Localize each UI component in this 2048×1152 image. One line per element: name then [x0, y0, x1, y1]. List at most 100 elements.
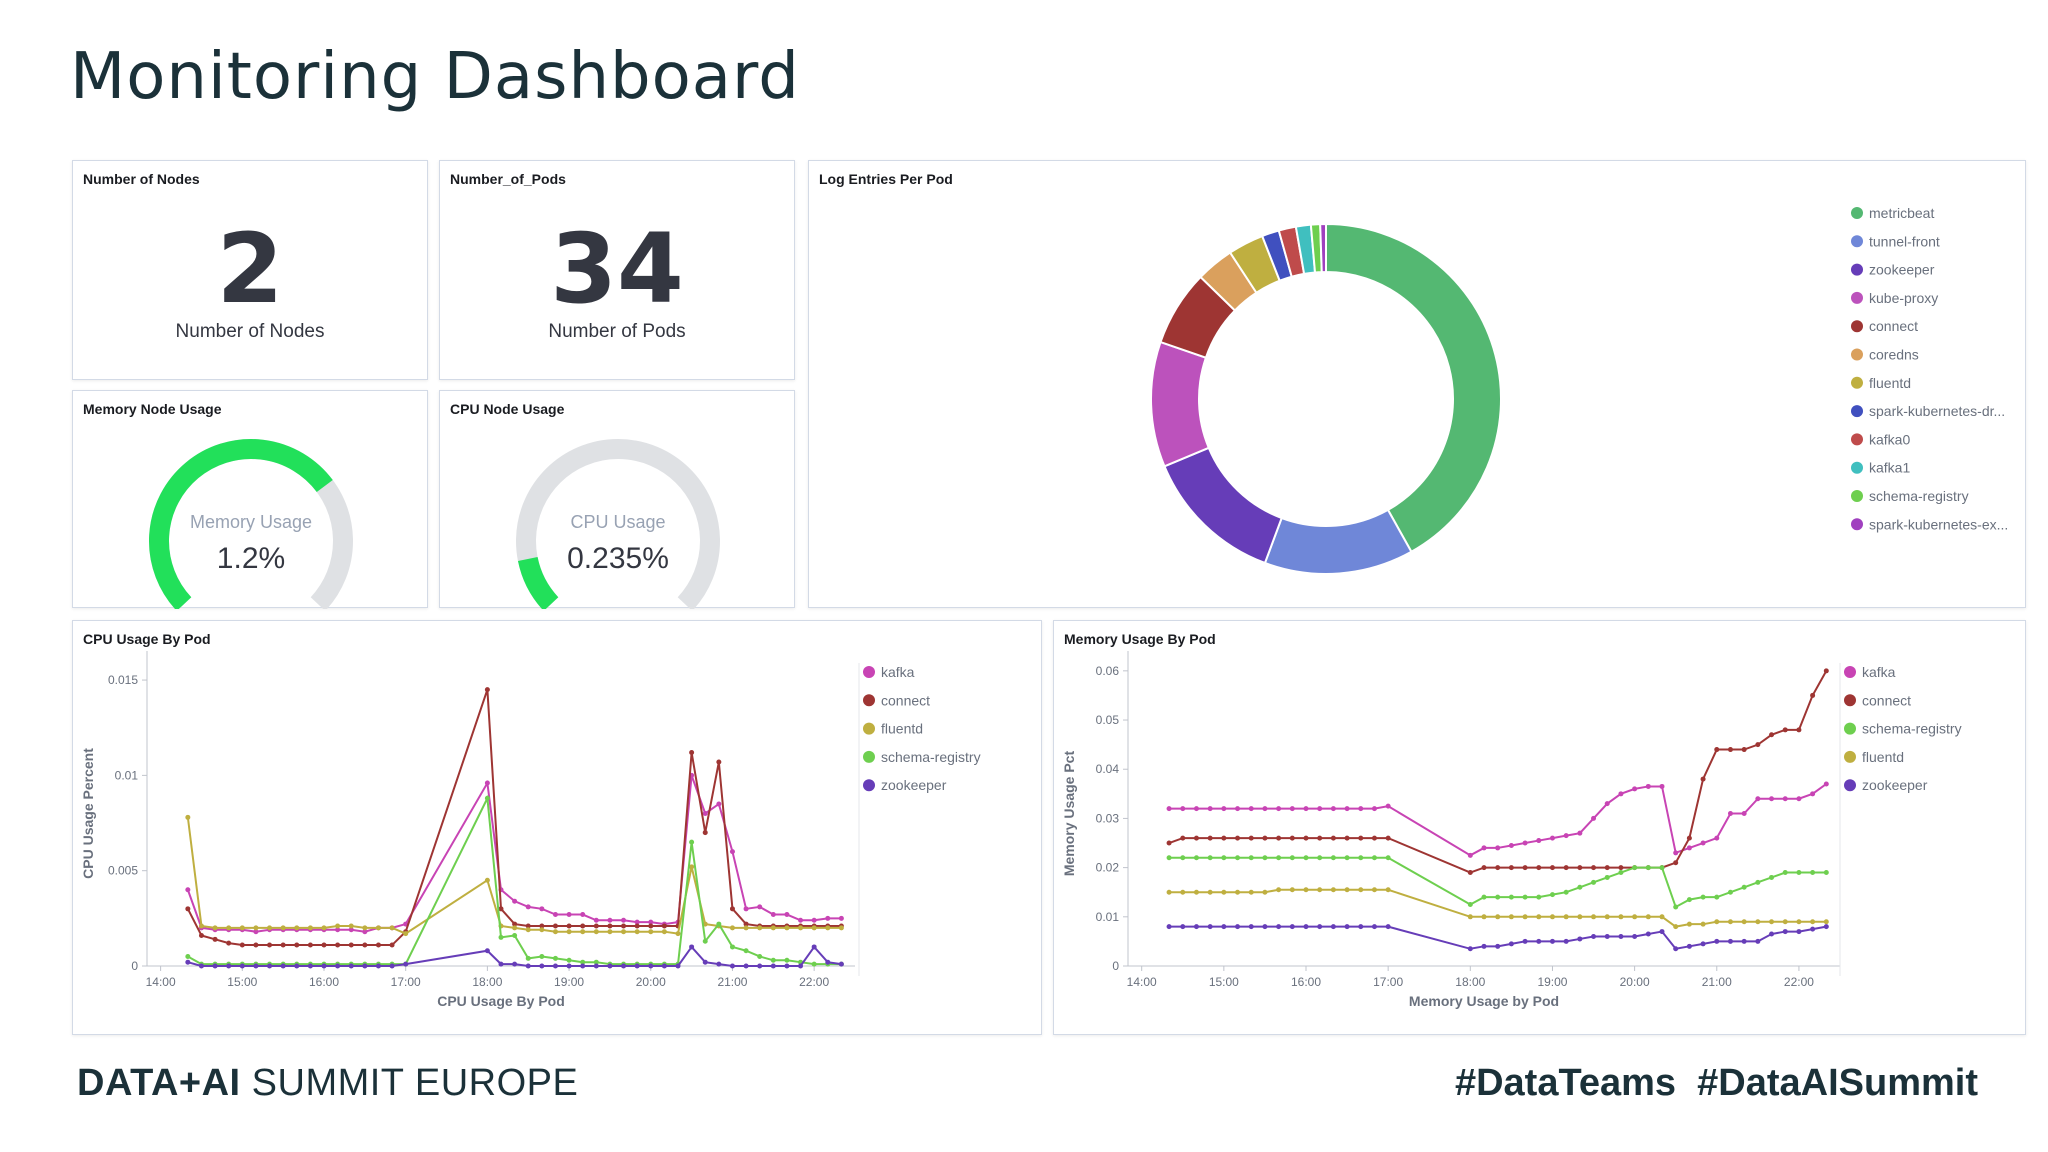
data-point[interactable]: [1604, 874, 1610, 880]
data-point[interactable]: [1591, 815, 1597, 821]
data-point[interactable]: [607, 963, 613, 969]
data-point[interactable]: [1358, 806, 1364, 812]
data-point[interactable]: [1221, 806, 1227, 812]
data-point[interactable]: [1823, 870, 1829, 876]
data-point[interactable]: [580, 963, 586, 969]
data-point[interactable]: [1577, 830, 1583, 836]
data-point[interactable]: [1823, 919, 1829, 925]
data-point[interactable]: [1262, 889, 1268, 895]
data-point[interactable]: [212, 925, 218, 931]
data-point[interactable]: [552, 923, 558, 929]
data-point[interactable]: [1645, 865, 1651, 871]
data-point[interactable]: [185, 959, 191, 965]
data-point[interactable]: [784, 912, 790, 918]
data-point[interactable]: [702, 959, 708, 965]
legend-item[interactable]: fluentd: [1862, 749, 1904, 765]
data-point[interactable]: [1495, 943, 1501, 949]
data-point[interactable]: [593, 923, 599, 929]
data-point[interactable]: [580, 929, 586, 935]
data-point[interactable]: [580, 959, 586, 965]
data-point[interactable]: [348, 923, 354, 929]
data-point[interactable]: [1769, 796, 1775, 802]
data-point[interactable]: [1796, 727, 1802, 733]
legend-item[interactable]: zookeeper: [1862, 777, 1928, 793]
data-point[interactable]: [798, 917, 804, 923]
data-point[interactable]: [621, 929, 627, 935]
data-point[interactable]: [784, 957, 790, 963]
data-point[interactable]: [1371, 806, 1377, 812]
data-point[interactable]: [1645, 931, 1651, 937]
data-point[interactable]: [1180, 835, 1186, 841]
data-point[interactable]: [1769, 931, 1775, 937]
data-point[interactable]: [389, 942, 395, 948]
data-point[interactable]: [1262, 835, 1268, 841]
data-point[interactable]: [1577, 936, 1583, 942]
data-point[interactable]: [1207, 924, 1213, 930]
data-point[interactable]: [1673, 850, 1679, 856]
data-point[interactable]: [1166, 924, 1172, 930]
data-point[interactable]: [1823, 781, 1829, 787]
data-point[interactable]: [1522, 840, 1528, 846]
data-point[interactable]: [1549, 892, 1555, 898]
data-point[interactable]: [484, 795, 490, 801]
data-point[interactable]: [1371, 835, 1377, 841]
data-point[interactable]: [689, 864, 695, 870]
data-point[interactable]: [1481, 943, 1487, 949]
data-point[interactable]: [1371, 855, 1377, 861]
data-point[interactable]: [798, 925, 804, 931]
data-point[interactable]: [1604, 914, 1610, 920]
data-point[interactable]: [335, 923, 341, 929]
data-point[interactable]: [539, 906, 545, 912]
data-point[interactable]: [552, 963, 558, 969]
data-point[interactable]: [1673, 946, 1679, 952]
data-point[interactable]: [1714, 919, 1720, 925]
data-point[interactable]: [1166, 806, 1172, 812]
data-point[interactable]: [239, 963, 245, 969]
data-point[interactable]: [267, 925, 273, 931]
data-point[interactable]: [1193, 855, 1199, 861]
data-point[interactable]: [1810, 692, 1816, 698]
data-point[interactable]: [621, 963, 627, 969]
data-point[interactable]: [280, 963, 286, 969]
series-line-fluentd[interactable]: [186, 817, 842, 935]
data-point[interactable]: [1289, 887, 1295, 893]
data-point[interactable]: [539, 953, 545, 959]
data-point[interactable]: [1467, 870, 1473, 876]
data-point[interactable]: [1289, 835, 1295, 841]
data-point[interactable]: [1686, 943, 1692, 949]
data-point[interactable]: [729, 944, 735, 950]
data-point[interactable]: [239, 942, 245, 948]
series-line-connect[interactable]: [186, 689, 842, 947]
legend-item[interactable]: coredns: [1869, 347, 1919, 363]
legend-item[interactable]: zookeeper: [1869, 262, 1935, 278]
data-point[interactable]: [1248, 806, 1254, 812]
data-point[interactable]: [1782, 929, 1788, 935]
data-point[interactable]: [1180, 889, 1186, 895]
data-point[interactable]: [1166, 855, 1172, 861]
data-point[interactable]: [1330, 806, 1336, 812]
data-point[interactable]: [212, 963, 218, 969]
data-point[interactable]: [1563, 889, 1569, 895]
data-point[interactable]: [1810, 791, 1816, 797]
data-point[interactable]: [634, 919, 640, 925]
data-point[interactable]: [1727, 889, 1733, 895]
data-point[interactable]: [729, 906, 735, 912]
data-point[interactable]: [1782, 796, 1788, 802]
data-point[interactable]: [1604, 865, 1610, 871]
data-point[interactable]: [294, 963, 300, 969]
data-point[interactable]: [362, 925, 368, 931]
data-point[interactable]: [743, 921, 749, 927]
data-point[interactable]: [1385, 887, 1391, 893]
data-point[interactable]: [1262, 806, 1268, 812]
data-point[interactable]: [1618, 914, 1624, 920]
data-point[interactable]: [1248, 855, 1254, 861]
data-point[interactable]: [512, 898, 518, 904]
data-point[interactable]: [1385, 835, 1391, 841]
data-point[interactable]: [1591, 865, 1597, 871]
legend-item[interactable]: spark-kubernetes-ex...: [1869, 516, 2008, 532]
data-point[interactable]: [566, 912, 572, 918]
data-point[interactable]: [1686, 921, 1692, 927]
data-point[interactable]: [1810, 919, 1816, 925]
data-point[interactable]: [1536, 838, 1542, 844]
data-point[interactable]: [580, 912, 586, 918]
